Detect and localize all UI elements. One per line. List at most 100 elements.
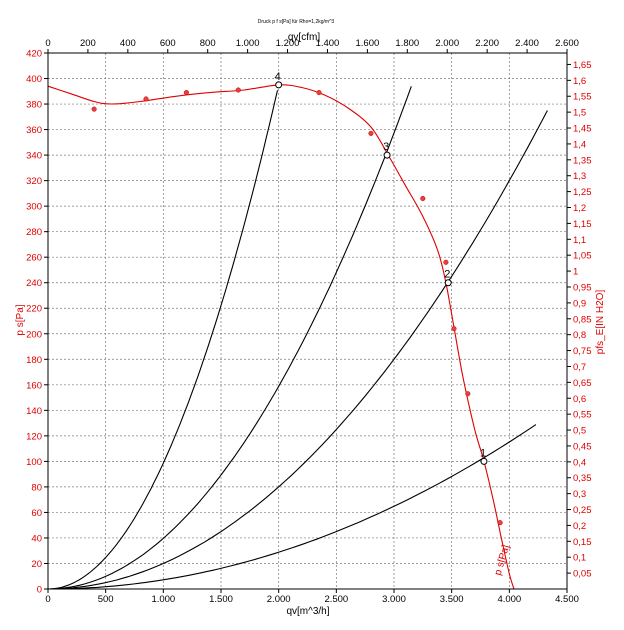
measured-point bbox=[465, 391, 471, 397]
right-y-tick-label: 0,25 bbox=[573, 505, 592, 516]
right-y-tick-label: 1,55 bbox=[573, 92, 592, 103]
right-y-tick-label: 1,05 bbox=[573, 251, 592, 262]
y-tick-label: 220 bbox=[26, 304, 42, 315]
measured-point bbox=[316, 90, 322, 96]
right-y-tick-label: 1,65 bbox=[573, 60, 592, 71]
right-y-tick-label: 0,9 bbox=[573, 298, 586, 309]
top-x-tick-label: 200 bbox=[80, 38, 96, 49]
measured-point bbox=[143, 96, 149, 102]
top-x-tick-label: 800 bbox=[200, 38, 216, 49]
right-y-tick-label: 1,45 bbox=[573, 124, 592, 135]
right-y-tick-label: 0,8 bbox=[573, 330, 586, 341]
system-curve bbox=[48, 424, 537, 590]
top-x-tick-label: 1.000 bbox=[236, 38, 260, 49]
top-x-tick-label: 1.600 bbox=[355, 38, 379, 49]
y-tick-label: 380 bbox=[26, 100, 42, 111]
top-x-tick-label: 1.400 bbox=[316, 38, 340, 49]
x-tick-label: 4.500 bbox=[555, 594, 579, 605]
top-x-tick-label: 2.200 bbox=[475, 38, 499, 49]
right-y-tick-label: 1,4 bbox=[573, 139, 586, 150]
y-tick-label: 340 bbox=[26, 151, 42, 162]
y-tick-label: 20 bbox=[31, 559, 42, 570]
y-tick-label: 200 bbox=[26, 329, 42, 340]
top-x-tick-label: 2.600 bbox=[555, 38, 579, 49]
right-y-tick-label: 0,7 bbox=[573, 362, 586, 373]
right-y-tick-label: 0,35 bbox=[573, 473, 592, 484]
point-layer: 1 2 3 4 bbox=[91, 71, 503, 526]
curve-layer bbox=[47, 84, 548, 590]
y-tick-label: 60 bbox=[31, 508, 42, 519]
right-y-tick-label: 0,85 bbox=[573, 314, 592, 325]
operating-point-label: 1 bbox=[480, 447, 486, 459]
top-x-tick-label: 2.000 bbox=[435, 38, 459, 49]
x-tick-label: 4.000 bbox=[497, 594, 521, 605]
top-x-tick-label: 400 bbox=[120, 38, 136, 49]
right-y-tick-label: 1 bbox=[573, 267, 578, 278]
y-tick-label: 360 bbox=[26, 125, 42, 136]
y-tick-label: 120 bbox=[26, 431, 42, 442]
measured-point bbox=[368, 130, 374, 136]
right-y-tick-label: 1,35 bbox=[573, 155, 592, 166]
right-y-tick-label: 0,4 bbox=[573, 457, 586, 468]
x-axis-label: qv[m^3/h] bbox=[286, 606, 329, 617]
operating-point-label: 2 bbox=[444, 269, 450, 281]
top-x-tick-label: 600 bbox=[160, 38, 176, 49]
right-y-tick-label: 1,3 bbox=[573, 171, 586, 182]
right-y-tick-label: 0,1 bbox=[573, 553, 586, 564]
y-tick-label: 300 bbox=[26, 202, 42, 213]
x-tick-label: 3.500 bbox=[440, 594, 464, 605]
top-x-axis-label: qv[cfm] bbox=[288, 32, 320, 43]
measured-point bbox=[91, 106, 97, 112]
y-tick-label: 140 bbox=[26, 406, 42, 417]
top-x-tick-label: 2.400 bbox=[515, 38, 539, 49]
y-axis-label: p s[Pa] bbox=[15, 304, 26, 335]
right-y-tick-label: 1,15 bbox=[573, 219, 592, 230]
right-y-tick-label: 0,55 bbox=[573, 410, 592, 421]
system-curve bbox=[47, 90, 279, 590]
y-tick-label: 40 bbox=[31, 533, 42, 544]
right-y-tick-label: 1,2 bbox=[573, 203, 586, 214]
right-y-tick-label: 0,5 bbox=[573, 426, 586, 437]
right-y-tick-label: 0,6 bbox=[573, 394, 586, 405]
right-y-tick-label: 1,1 bbox=[573, 235, 586, 246]
x-tick-label: 1.000 bbox=[151, 594, 175, 605]
tick-layer: 0 500 1.000 1.500 2.000 2.500 3.000 3.500 4.000 4… bbox=[26, 38, 591, 605]
x-tick-label: 0 bbox=[45, 594, 50, 605]
operating-point bbox=[480, 457, 488, 465]
grid-layer bbox=[48, 53, 567, 589]
x-tick-label: 3.000 bbox=[382, 594, 406, 605]
right-y-tick-label: 0,15 bbox=[573, 537, 592, 548]
system-curve bbox=[47, 110, 548, 590]
y-tick-label: 280 bbox=[26, 227, 42, 238]
y-tick-label: 80 bbox=[31, 482, 42, 493]
operating-point bbox=[444, 279, 452, 287]
measured-point bbox=[443, 259, 449, 265]
y-tick-label: 420 bbox=[26, 49, 42, 60]
operating-point-label: 4 bbox=[275, 71, 281, 83]
y-tick-label: 180 bbox=[26, 355, 42, 366]
y-tick-label: 320 bbox=[26, 176, 42, 187]
y-tick-label: 160 bbox=[26, 380, 42, 391]
x-tick-label: 2.500 bbox=[324, 594, 348, 605]
measured-point bbox=[420, 195, 426, 202]
right-y-tick-label: 0,75 bbox=[573, 346, 592, 357]
x-tick-label: 2.000 bbox=[267, 594, 291, 605]
right-y-tick-label: 0,45 bbox=[573, 441, 592, 452]
system-curve bbox=[47, 86, 412, 590]
y-tick-label: 260 bbox=[26, 253, 42, 264]
right-y-tick-label: 0,05 bbox=[573, 569, 592, 580]
right-y-axis-label: pfs_E[IN H2O] bbox=[595, 290, 606, 355]
operating-point-label: 3 bbox=[383, 141, 389, 153]
measured-point bbox=[497, 520, 503, 526]
right-y-tick-label: 1,5 bbox=[573, 108, 586, 119]
x-tick-label: 500 bbox=[98, 594, 114, 605]
right-y-tick-label: 0,2 bbox=[573, 521, 586, 532]
chart-title: Druck p f s[Pa] für Rho=1,2kg/m^3 bbox=[258, 19, 335, 25]
y-tick-label: 0 bbox=[37, 585, 42, 596]
operating-point bbox=[275, 81, 283, 89]
y-tick-label: 240 bbox=[26, 278, 42, 289]
right-y-tick-label: 0,95 bbox=[573, 282, 592, 293]
y-tick-label: 400 bbox=[26, 74, 42, 85]
